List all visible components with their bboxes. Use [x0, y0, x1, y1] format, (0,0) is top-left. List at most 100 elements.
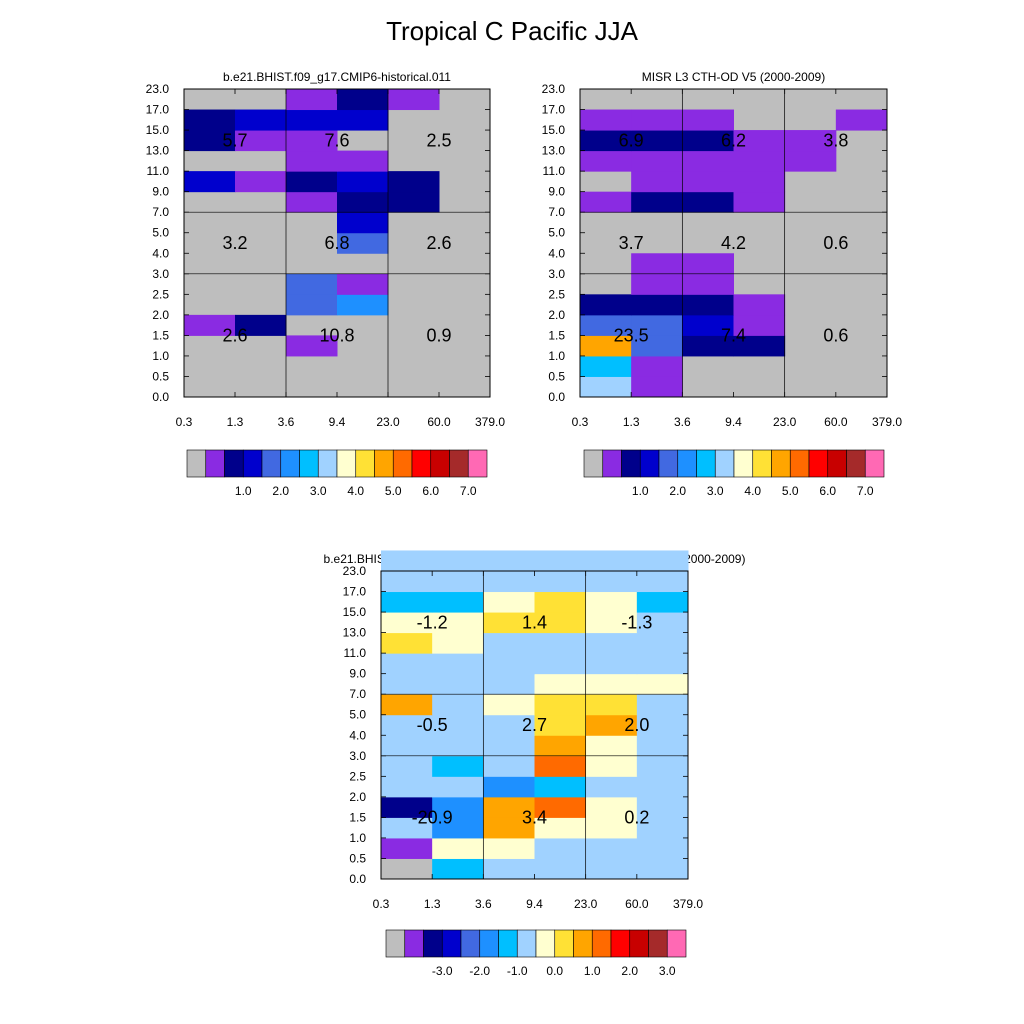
heatmap-cell — [733, 294, 786, 316]
heatmap-cell — [580, 191, 632, 213]
heatmap-cell — [381, 837, 433, 859]
x-tick-label: 3.6 — [278, 415, 295, 429]
heatmap-cell — [534, 591, 587, 613]
colorbar-swatch — [299, 449, 319, 478]
heatmap-cell — [184, 314, 236, 336]
x-tick-label: 9.4 — [725, 415, 742, 429]
box-value: 3.8 — [823, 130, 848, 150]
heatmap-cell — [534, 755, 587, 777]
panel-title: MISR L3 CTH-OD V5 (2000-2009) — [642, 70, 825, 84]
heatmap-cell — [286, 191, 338, 213]
y-tick-label: 3.0 — [152, 267, 169, 281]
heatmap-cell — [682, 171, 734, 193]
y-tick-label: 9.0 — [152, 185, 169, 199]
heatmap-cell — [432, 632, 484, 654]
heatmap-cell — [636, 571, 689, 593]
heatmap-cell — [784, 130, 837, 152]
colorbar-label: 7.0 — [460, 484, 477, 498]
heatmap-cell — [636, 714, 689, 736]
box-value: 2.6 — [222, 325, 247, 345]
heatmap-cell — [636, 837, 689, 859]
heatmap-cell — [184, 109, 236, 131]
colorbar-swatch — [205, 449, 225, 478]
box-value: -0.5 — [417, 715, 448, 735]
heatmap-cell — [682, 314, 734, 336]
heatmap-cell — [534, 694, 587, 716]
y-tick-label: 13.0 — [343, 626, 367, 640]
y-tick-label: 15.0 — [146, 123, 170, 137]
x-tick-label: 0.3 — [176, 415, 193, 429]
heatmap-cell — [682, 109, 734, 131]
heatmap-cell — [534, 550, 587, 572]
heatmap-cell — [585, 796, 638, 818]
x-tick-label: 1.3 — [227, 415, 244, 429]
x-tick-label: 3.6 — [674, 415, 691, 429]
heatmap-cell — [235, 109, 287, 131]
colorbar-label: 1.0 — [584, 964, 601, 978]
heatmap-cell — [432, 817, 484, 839]
y-tick-label: 4.0 — [349, 728, 366, 742]
box-value: 2.7 — [522, 715, 547, 735]
panel-title: b.e21.BHIST.f09_g17.CMIP6-historical.011 — [223, 70, 451, 84]
heatmap-cell — [631, 376, 683, 398]
y-tick-label: 7.0 — [152, 205, 169, 219]
heatmap-cell — [432, 837, 484, 859]
colorbar-swatch — [610, 929, 631, 958]
colorbar-swatch — [696, 449, 716, 478]
y-tick-label: 15.0 — [542, 123, 566, 137]
colorbar-swatch — [516, 929, 537, 958]
y-tick-label: 2.5 — [548, 287, 565, 301]
heatmap-cell — [733, 191, 786, 213]
heatmap-cell — [381, 776, 433, 798]
heatmap-cell — [585, 714, 638, 736]
colorbar-swatch — [714, 449, 735, 478]
y-tick-label: 2.5 — [152, 287, 169, 301]
heatmap-cell — [636, 796, 689, 818]
colorbar-swatch — [591, 929, 612, 958]
y-tick-label: 2.0 — [349, 790, 366, 804]
colorbar-swatch — [864, 449, 885, 478]
heatmap-cell — [585, 735, 638, 757]
y-tick-label: 17.0 — [542, 103, 566, 117]
colorbar-swatch — [479, 929, 499, 958]
heatmap-cell — [483, 550, 535, 572]
heatmap-cell — [381, 591, 433, 613]
heatmap-cell — [682, 273, 734, 295]
colorbar-swatch — [621, 449, 641, 478]
heatmap-cell — [585, 858, 638, 880]
heatmap-cell — [585, 694, 638, 716]
y-tick-label: 15.0 — [343, 605, 367, 619]
colorbar-swatch — [771, 449, 791, 478]
heatmap-cell — [286, 335, 338, 357]
colorbar-swatch — [430, 449, 450, 478]
heatmap-cell — [534, 571, 587, 593]
x-tick-label: 9.4 — [526, 897, 543, 911]
heatmap-cell — [631, 171, 683, 193]
heatmap-cell — [432, 776, 484, 798]
heatmap-cell — [337, 212, 389, 234]
heatmap-cell — [388, 89, 440, 111]
y-tick-label: 23.0 — [343, 564, 367, 578]
box-value: 3.4 — [522, 807, 547, 827]
heatmap-cell — [432, 796, 484, 818]
heatmap-cell — [381, 714, 433, 736]
heatmap-cell — [585, 817, 638, 839]
heatmap-cell — [534, 653, 587, 675]
y-tick-label: 0.5 — [548, 369, 565, 383]
colorbar-label: 1.0 — [235, 484, 252, 498]
box-value: 0.6 — [823, 325, 848, 345]
x-tick-label: 23.0 — [574, 897, 598, 911]
y-tick-label: 9.0 — [349, 667, 366, 681]
colorbar-swatch — [808, 449, 829, 478]
box-value: 6.8 — [324, 233, 349, 253]
box-value: 5.7 — [222, 130, 247, 150]
heatmap-cell — [636, 735, 689, 757]
heatmap-cell — [580, 335, 632, 357]
heatmap-cell — [636, 858, 689, 880]
colorbar-swatch — [374, 449, 394, 478]
y-tick-label: 2.0 — [548, 308, 565, 322]
y-tick-label: 23.0 — [542, 82, 566, 96]
colorbar-swatch — [554, 929, 574, 958]
heatmap-cell — [483, 817, 535, 839]
